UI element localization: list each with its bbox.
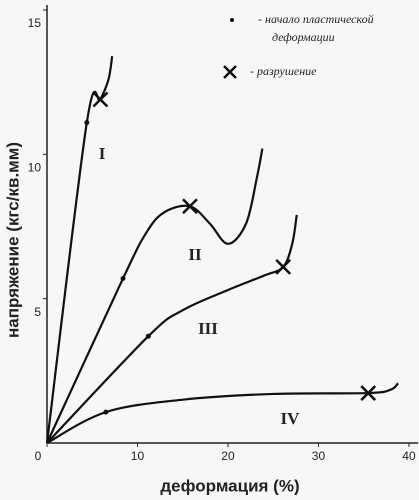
plastic-onset	[103, 409, 109, 415]
fracture	[275, 259, 292, 275]
curve-label: II	[188, 245, 202, 264]
plastic-onset	[120, 275, 126, 281]
fracture	[182, 198, 198, 215]
plastic-onset	[84, 120, 90, 126]
curve-label: III	[198, 319, 218, 338]
legend-cross	[223, 65, 237, 79]
y-tick-label: 10	[28, 161, 42, 175]
y-tick-label: 15	[28, 16, 42, 30]
y-tick-label: 5	[34, 305, 41, 319]
curve	[46, 148, 264, 444]
x-tick-label: 40	[402, 449, 416, 463]
legend-onset: - начало пластической	[258, 12, 374, 26]
legend-dot	[230, 18, 234, 22]
x-tick-label: 30	[312, 449, 326, 463]
x-tick-label: 20	[221, 449, 235, 463]
y-axis-label: напряжение (кгс/кв.мм)	[3, 142, 22, 338]
x-axis-label: деформация (%)	[160, 476, 299, 495]
curve	[45, 56, 114, 444]
fracture	[92, 91, 109, 108]
curve-label: I	[99, 144, 106, 163]
legend-onset-cont: деформации	[272, 30, 335, 44]
plastic-onset	[145, 333, 151, 339]
legend-fracture: - разрушение	[250, 64, 317, 78]
x-tick-label: 10	[131, 449, 145, 463]
curve-label: IV	[281, 409, 301, 428]
curve	[46, 214, 298, 444]
x-tick-label: 0	[35, 449, 42, 463]
curve	[46, 382, 399, 444]
fracture	[360, 385, 377, 401]
